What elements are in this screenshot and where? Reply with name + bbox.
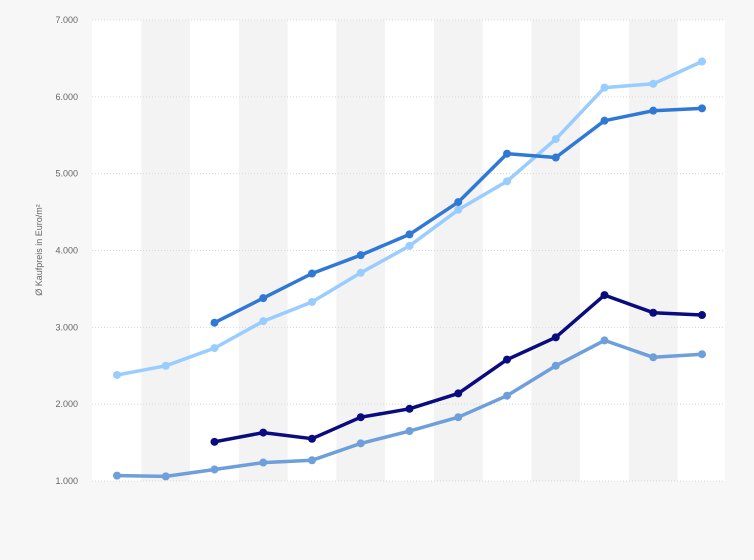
data-point-series-1 bbox=[210, 344, 219, 353]
data-point-series-3 bbox=[454, 389, 463, 398]
y-axis-ticks: 1.000 2.000 3.000 4.000 5.000 6.000 7.000 bbox=[55, 15, 78, 486]
series-points bbox=[113, 57, 706, 481]
y-tick-label: 4.000 bbox=[55, 246, 78, 256]
data-point-series-4 bbox=[454, 413, 463, 422]
data-point-series-2 bbox=[649, 106, 658, 115]
data-point-series-4 bbox=[503, 391, 511, 400]
data-point-series-2 bbox=[308, 269, 316, 278]
data-point-series-2 bbox=[600, 116, 609, 125]
data-point-series-1 bbox=[454, 205, 463, 214]
data-point-series-1 bbox=[308, 297, 316, 306]
data-point-series-3 bbox=[259, 428, 268, 437]
y-tick-label: 5.000 bbox=[55, 169, 78, 179]
data-point-series-4 bbox=[161, 472, 170, 481]
data-point-series-1 bbox=[649, 79, 658, 88]
data-point-series-3 bbox=[649, 308, 658, 317]
data-point-series-3 bbox=[210, 437, 219, 446]
data-point-series-2 bbox=[259, 294, 268, 303]
y-tick-label: 7.000 bbox=[55, 15, 78, 25]
data-point-series-2 bbox=[503, 149, 511, 158]
gridlines bbox=[92, 19, 725, 482]
data-point-series-4 bbox=[649, 353, 658, 362]
data-point-series-4 bbox=[551, 361, 560, 370]
y-tick-label: 1.000 bbox=[55, 476, 78, 486]
data-point-series-4 bbox=[405, 427, 414, 436]
data-point-series-3 bbox=[503, 355, 511, 364]
data-point-series-3 bbox=[698, 311, 706, 320]
data-point-series-4 bbox=[259, 458, 268, 467]
data-point-series-1 bbox=[113, 370, 121, 379]
data-point-series-2 bbox=[405, 230, 414, 239]
data-point-series-4 bbox=[113, 471, 121, 480]
data-point-series-3 bbox=[308, 434, 316, 443]
data-point-series-2 bbox=[356, 251, 365, 260]
data-point-series-1 bbox=[405, 241, 414, 250]
y-tick-label: 3.000 bbox=[55, 322, 78, 332]
data-point-series-3 bbox=[551, 333, 560, 342]
y-tick-label: 6.000 bbox=[55, 92, 78, 102]
data-point-series-4 bbox=[210, 465, 219, 474]
data-point-series-4 bbox=[600, 336, 609, 345]
data-point-series-3 bbox=[600, 291, 609, 300]
data-point-series-2 bbox=[698, 104, 706, 113]
data-point-series-1 bbox=[356, 268, 365, 277]
data-point-series-4 bbox=[698, 350, 706, 359]
data-point-series-1 bbox=[551, 135, 560, 144]
data-point-series-3 bbox=[405, 404, 414, 413]
data-point-series-2 bbox=[551, 153, 560, 162]
data-point-series-4 bbox=[356, 439, 365, 448]
data-point-series-2 bbox=[210, 318, 219, 327]
data-point-series-4 bbox=[308, 456, 316, 465]
y-axis-label: Ø Kaufpreis in Euro/m² bbox=[34, 204, 44, 296]
data-point-series-1 bbox=[259, 317, 268, 326]
data-point-series-1 bbox=[503, 177, 511, 186]
data-point-series-1 bbox=[698, 57, 706, 66]
data-point-series-1 bbox=[161, 361, 170, 370]
data-point-series-3 bbox=[356, 413, 365, 422]
y-tick-label: 2.000 bbox=[55, 399, 78, 409]
data-point-series-1 bbox=[600, 83, 609, 92]
data-point-series-2 bbox=[454, 198, 463, 207]
